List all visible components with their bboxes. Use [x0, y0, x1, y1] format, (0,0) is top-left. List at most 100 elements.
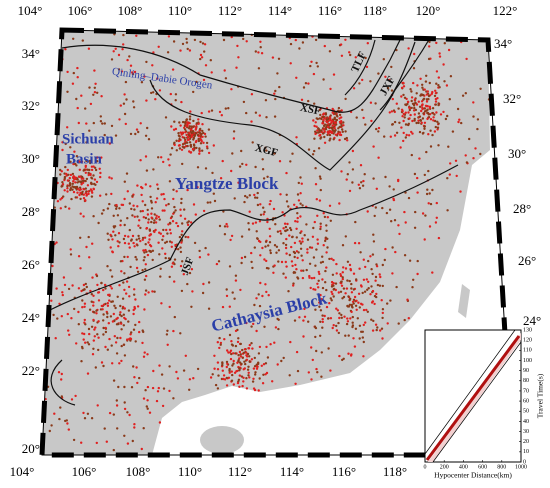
- event-dot: [173, 280, 176, 283]
- event-dot: [90, 195, 94, 198]
- event-dot: [434, 92, 438, 95]
- event-dot: [326, 237, 329, 240]
- event-dot: [193, 38, 197, 42]
- event-dot: [128, 246, 131, 249]
- event-dot: [349, 354, 353, 357]
- event-dot: [422, 112, 425, 115]
- event-dot: [321, 320, 324, 324]
- y-tick-label: 70: [523, 388, 529, 394]
- event-dot: [252, 367, 256, 370]
- event-dot: [123, 241, 127, 245]
- event-dot: [402, 85, 406, 88]
- event-dot: [102, 209, 105, 212]
- event-dot: [145, 99, 148, 102]
- event-dot: [175, 190, 178, 193]
- event-dot: [122, 343, 126, 346]
- event-dot: [122, 313, 126, 316]
- event-dot: [254, 373, 257, 376]
- event-dot: [427, 113, 430, 116]
- event-dot: [301, 276, 305, 280]
- lat-label: 28°: [513, 201, 531, 216]
- event-dot: [407, 47, 410, 50]
- event-dot: [134, 323, 137, 327]
- event-dot: [148, 228, 151, 231]
- event-dot: [114, 341, 118, 344]
- event-dot: [410, 99, 413, 103]
- event-dot: [188, 150, 191, 153]
- event-dot: [435, 201, 438, 205]
- event-dot: [121, 48, 124, 51]
- event-dot: [66, 126, 69, 129]
- event-dot: [276, 363, 279, 366]
- event-dot: [426, 188, 429, 191]
- event-dot: [113, 225, 117, 228]
- event-dot: [322, 113, 325, 116]
- event-dot: [111, 300, 115, 303]
- event-dot: [403, 318, 406, 322]
- event-dot: [353, 295, 357, 299]
- event-dot: [324, 113, 328, 116]
- event-dot: [423, 125, 426, 128]
- event-dot: [328, 302, 331, 305]
- event-dot: [401, 109, 404, 113]
- event-dot: [321, 314, 324, 317]
- event-dot: [175, 221, 178, 225]
- event-dot: [282, 242, 285, 245]
- event-dot: [202, 282, 205, 286]
- event-dot: [92, 304, 95, 307]
- event-dot: [134, 255, 137, 259]
- event-dot: [295, 250, 299, 253]
- event-dot: [231, 291, 234, 294]
- event-dot: [60, 395, 63, 398]
- event-dot: [342, 287, 346, 290]
- event-dot: [166, 329, 169, 332]
- event-dot: [178, 235, 182, 239]
- event-dot: [243, 367, 246, 370]
- event-dot: [82, 181, 85, 184]
- lat-label: 32°: [22, 98, 40, 113]
- event-dot: [74, 176, 77, 179]
- event-dot: [100, 212, 104, 215]
- event-dot: [373, 294, 377, 298]
- event-dot: [374, 206, 377, 209]
- event-dot: [111, 238, 114, 241]
- event-dot: [355, 308, 358, 311]
- event-dot: [337, 331, 340, 335]
- event-dot: [268, 227, 271, 230]
- event-dot: [348, 279, 351, 283]
- event-dot: [335, 307, 338, 310]
- event-dot: [434, 221, 438, 224]
- event-dot: [357, 183, 360, 186]
- event-dot: [261, 294, 264, 298]
- event-dot: [438, 55, 442, 58]
- event-dot: [282, 272, 285, 275]
- event-dot: [185, 37, 188, 41]
- event-dot: [183, 217, 187, 220]
- event-dot: [195, 80, 198, 84]
- event-dot: [187, 138, 191, 141]
- event-dot: [154, 221, 158, 224]
- event-dot: [229, 238, 232, 242]
- event-dot: [147, 221, 150, 224]
- event-dot: [381, 206, 384, 210]
- event-dot: [329, 297, 332, 300]
- event-dot: [346, 260, 350, 263]
- event-dot: [442, 110, 445, 114]
- event-dot: [349, 317, 352, 320]
- event-dot: [349, 297, 352, 301]
- event-dot: [432, 119, 435, 122]
- event-dot: [437, 103, 440, 107]
- event-dot: [166, 232, 169, 235]
- event-dot: [80, 94, 83, 97]
- event-dot: [119, 304, 122, 308]
- event-dot: [341, 271, 344, 274]
- event-dot: [341, 277, 344, 281]
- event-dot: [313, 276, 316, 280]
- event-dot: [171, 220, 175, 223]
- event-dot: [257, 293, 260, 296]
- event-dot: [145, 169, 149, 172]
- event-dot: [104, 287, 107, 290]
- event-dot: [352, 298, 356, 301]
- event-dot: [330, 280, 334, 284]
- event-dot: [306, 238, 310, 241]
